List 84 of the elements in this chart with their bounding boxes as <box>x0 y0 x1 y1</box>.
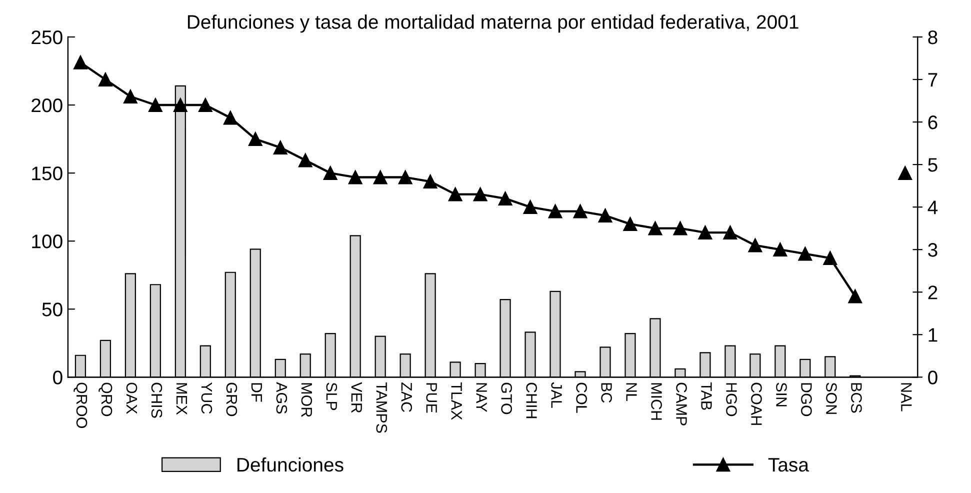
point <box>598 208 612 223</box>
point <box>248 132 262 146</box>
legend-label: Defunciones <box>238 457 344 472</box>
point <box>298 153 312 168</box>
x-tick-label: NAY <box>476 383 487 412</box>
y-tick-label: 0 <box>53 370 62 384</box>
legend-label: Tasa <box>768 458 809 472</box>
point <box>473 187 488 202</box>
x-tick-label: PUE <box>426 383 437 413</box>
x-tick-label: QRO <box>98 382 112 416</box>
x-tick-label: CAMP <box>676 382 687 426</box>
point <box>848 289 862 304</box>
point <box>273 140 288 154</box>
x-tick-label: COL <box>576 382 587 413</box>
point <box>798 246 812 261</box>
point <box>423 174 438 188</box>
point <box>348 170 362 184</box>
x-tick-label: MICH <box>651 383 662 420</box>
x-tick-label: QROO <box>74 382 88 428</box>
y-tick-label: 50 <box>42 302 62 316</box>
point <box>223 110 238 125</box>
point <box>648 221 662 236</box>
x-tick-label: DF <box>251 383 262 402</box>
x-tick-label: VER <box>351 382 362 413</box>
x-tick-label: ZAC <box>401 382 412 412</box>
point <box>173 98 188 112</box>
y2-tick-label: 2 <box>928 286 938 300</box>
point <box>773 242 788 257</box>
y-tick-label: 100 <box>32 234 62 248</box>
y2-tick-label: 5 <box>928 158 938 172</box>
x-tick-label: TLAX <box>451 382 462 420</box>
x-tick-label: CHIH <box>526 382 537 418</box>
y2-tick-label: 8 <box>928 30 938 44</box>
point <box>698 226 712 240</box>
x-tick-label: DGO <box>801 383 812 416</box>
point <box>398 170 412 184</box>
point <box>198 98 212 112</box>
x-tick-label: NAL <box>901 383 912 412</box>
point <box>98 72 112 86</box>
x-tick-label: MOR <box>301 383 312 417</box>
y2-tick-label: 4 <box>928 200 938 214</box>
point <box>723 226 738 240</box>
x-tick-label: BC <box>601 383 612 403</box>
x-tick-label: SON <box>826 382 837 414</box>
x-tick-label: YUC <box>201 382 212 414</box>
point <box>448 187 462 202</box>
point <box>623 217 638 232</box>
x-tick-label: TAMPS <box>376 382 388 433</box>
point <box>323 166 338 180</box>
y-tick-label: 150 <box>32 166 62 180</box>
point <box>498 192 512 206</box>
point <box>148 98 162 112</box>
y2-tick-label: 3 <box>928 243 938 257</box>
x-tick-label: JAL <box>551 382 562 408</box>
x-tick-label: COAH <box>751 382 762 425</box>
point <box>748 238 762 252</box>
point <box>673 221 688 236</box>
y-tick-label: 250 <box>32 30 62 44</box>
x-tick-label: SLP <box>326 382 338 410</box>
point <box>573 204 588 218</box>
chart-title: Defunciones y tasa de mortalidad materna por entidad federativa, 2001 <box>188 14 798 33</box>
x-tick-label: GTO <box>501 382 512 414</box>
point <box>373 170 388 184</box>
y2-tick-label: 0 <box>928 370 938 384</box>
x-tick-label: AGS <box>276 382 288 414</box>
point <box>523 200 538 214</box>
point <box>123 90 138 104</box>
x-tick-label: CHIS <box>151 382 162 418</box>
point <box>898 166 912 180</box>
x-tick-label: GRO <box>226 382 238 416</box>
point <box>74 56 88 70</box>
x-tick-label: HGO <box>726 383 737 416</box>
point <box>823 251 838 266</box>
x-tick-label: NL <box>626 383 637 402</box>
x-tick-label: MEX <box>176 383 187 415</box>
x-tick-label: TAB <box>701 382 712 410</box>
y-tick-label: 200 <box>32 98 62 112</box>
point <box>548 204 562 218</box>
y2-tick-label: 6 <box>928 115 938 130</box>
x-tick-label: SIN <box>776 382 787 406</box>
x-tick-label: OAX <box>126 382 138 414</box>
y2-tick-label: 1 <box>928 328 938 342</box>
y2-tick-label: 7 <box>928 73 938 87</box>
x-tick-label: BCS <box>851 383 862 413</box>
